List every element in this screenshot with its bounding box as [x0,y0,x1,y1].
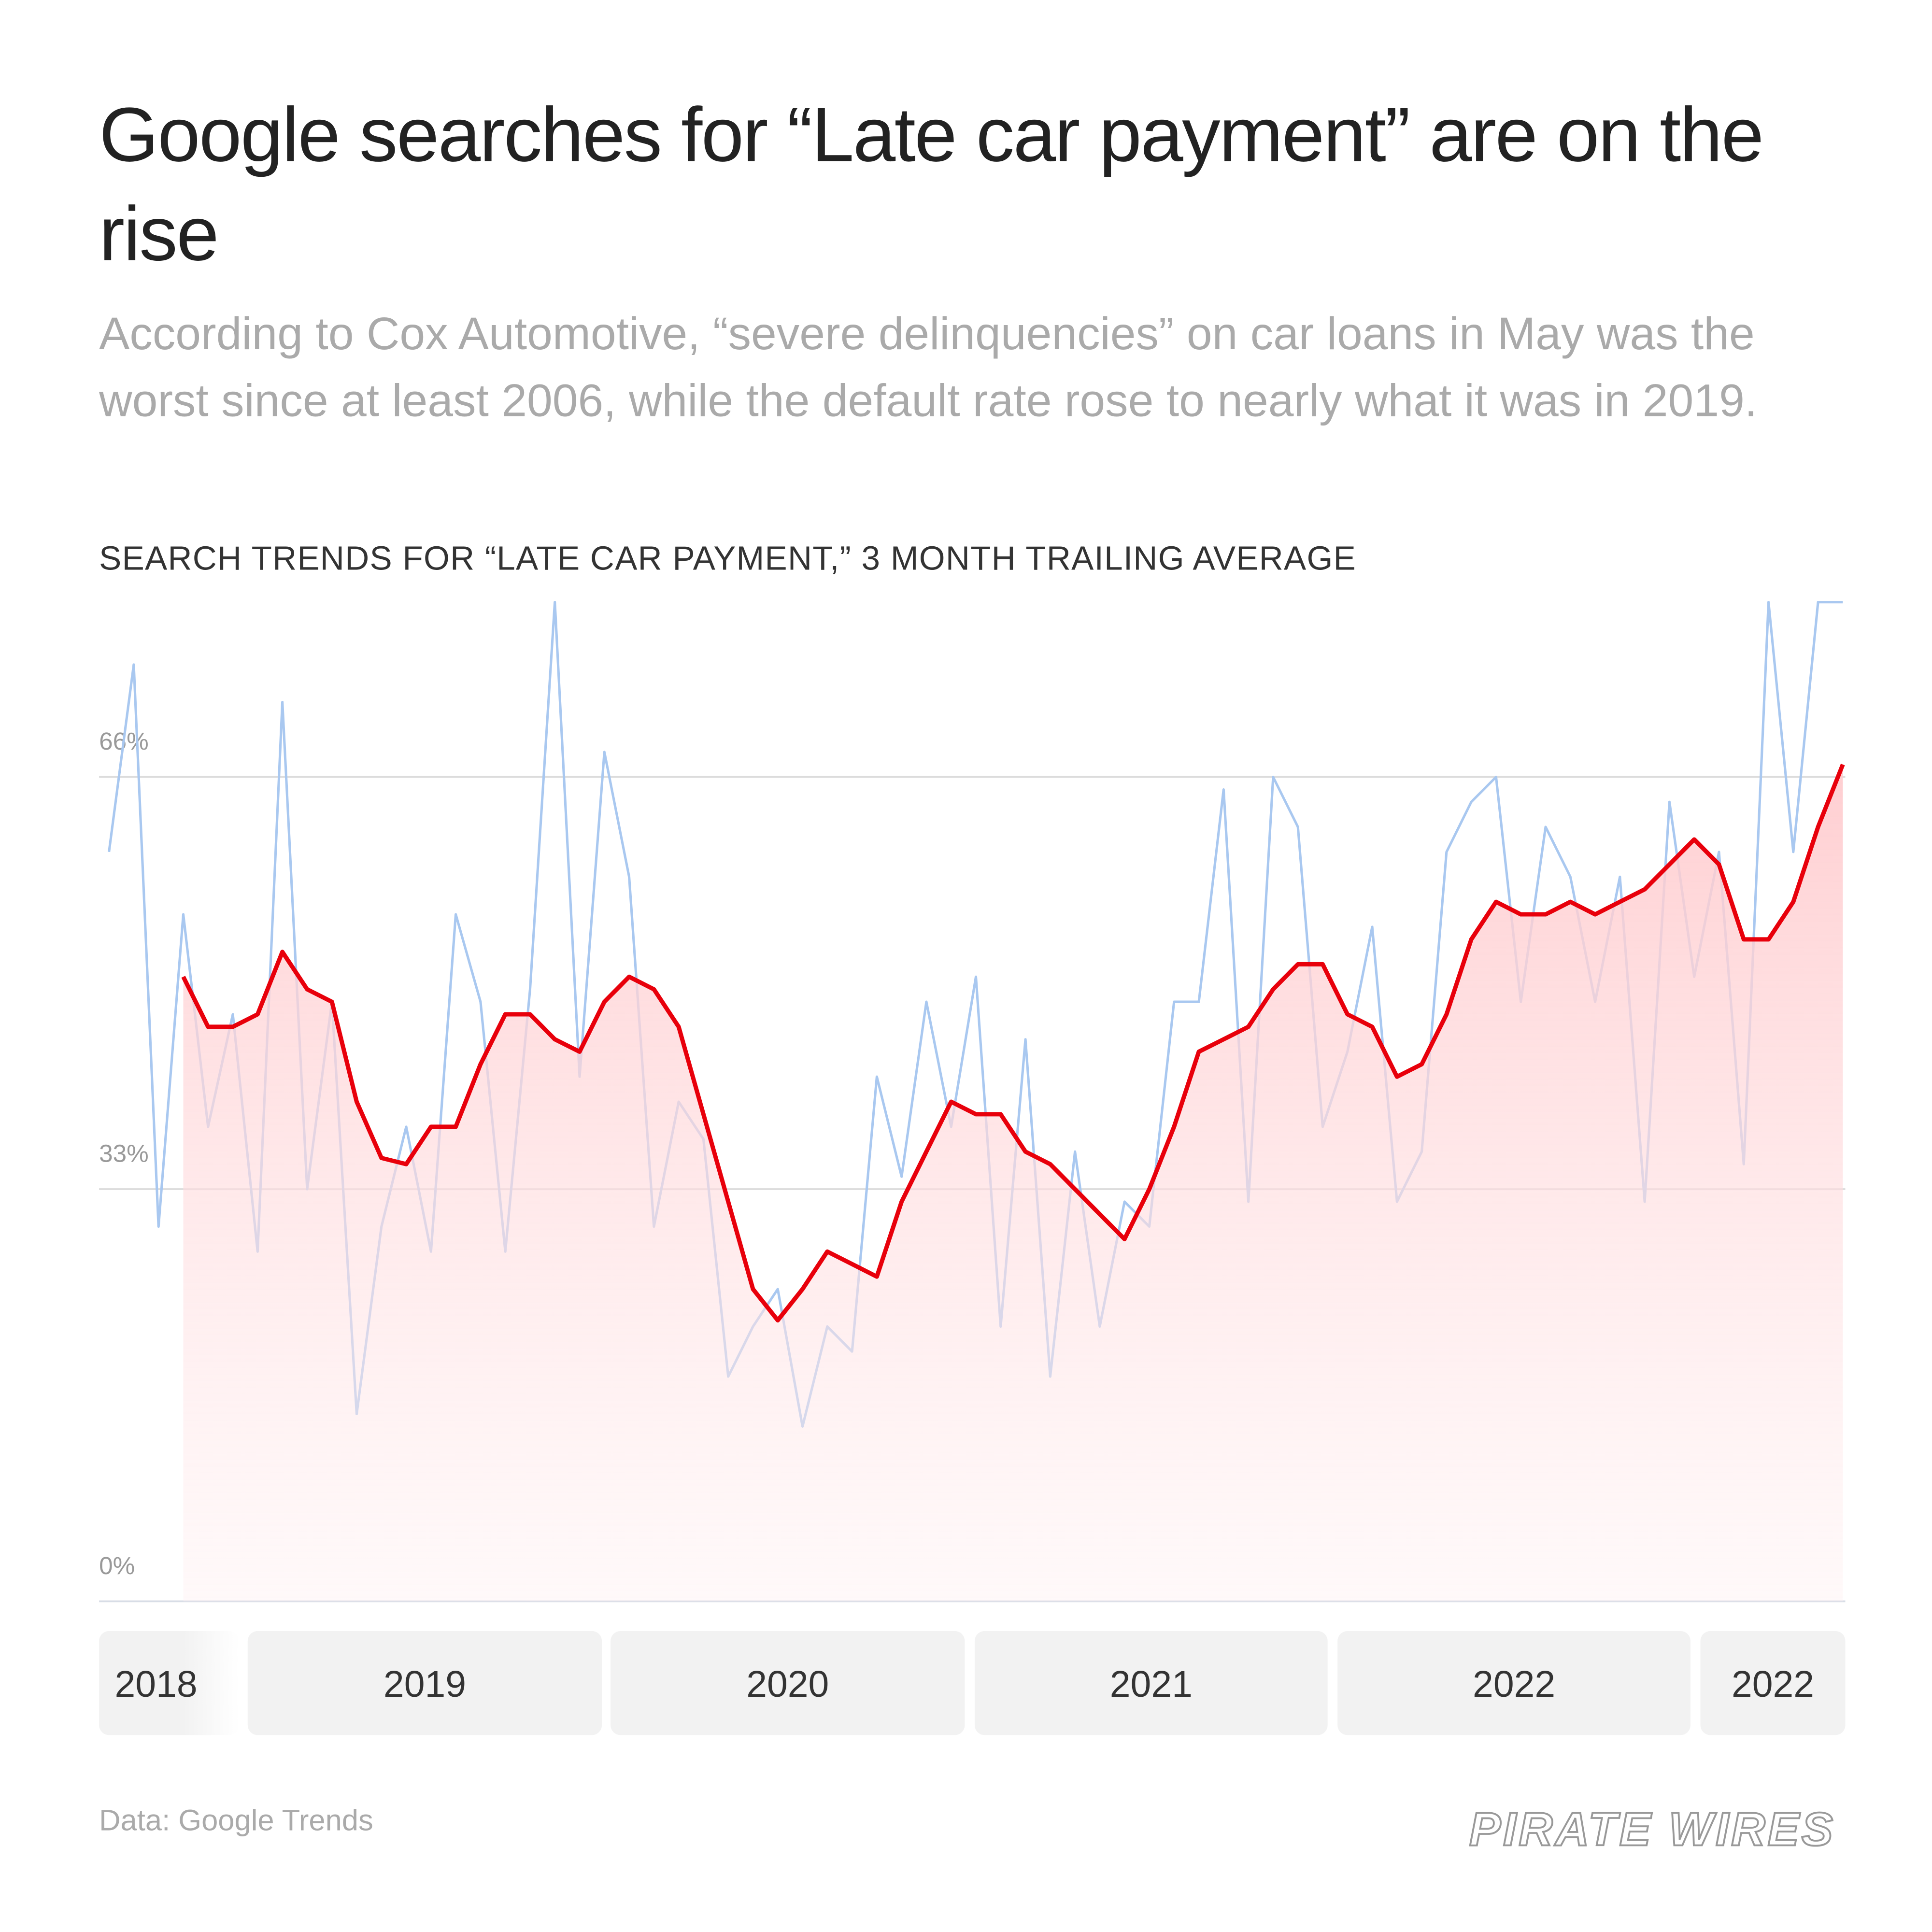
year-band [974,1631,1328,1735]
x-tick-label: 2018 [115,1663,198,1705]
source: Data: Google Trends [99,1804,373,1837]
year-band [99,1631,239,1735]
y-tick-label: 0% [99,1552,135,1579]
year-band [1700,1631,1846,1735]
x-tick-label: 2019 [384,1663,466,1705]
x-tick-label: 2020 [746,1663,829,1705]
average-line [181,764,1845,1323]
x-tick-label: 2021 [1110,1663,1193,1705]
year-band [611,1631,965,1735]
x-tick-label: 2022 [1473,1663,1555,1705]
logo: PIRATE WIRES [1469,1803,1835,1856]
year-band [247,1631,602,1735]
x-tick-label: 2022 [1732,1663,1814,1705]
chart-label: SEARCH TRENDS FOR “LATE CAR PAYMENT,” 3 … [99,540,1357,577]
title: Google searches for “Late car payment” a… [99,93,1764,278]
subtitle: According to Cox Automotive, “severe del… [99,308,1758,426]
area [183,764,1843,1602]
y-tick-label: 33% [99,1140,149,1167]
year-band [1337,1631,1690,1735]
